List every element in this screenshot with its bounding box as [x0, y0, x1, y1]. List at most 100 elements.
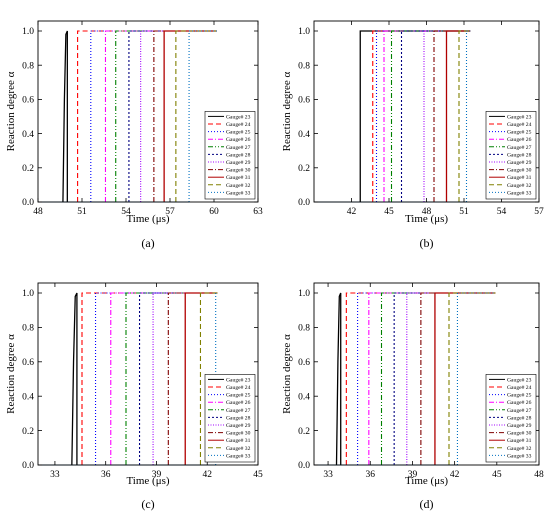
x-tick-label: 48: [422, 207, 432, 217]
series-line-33: [456, 292, 496, 465]
x-tick-label: 36: [366, 470, 376, 480]
y-axis-label: Reaction degree α: [5, 71, 17, 151]
series-line-24: [81, 292, 218, 465]
panel-label: (c): [141, 497, 154, 511]
legend-entry-label: Gauge# 33: [507, 453, 532, 459]
legend-box: [485, 111, 537, 200]
x-axis-label: Time (μs): [405, 475, 448, 487]
y-tick-label: 0.4: [22, 392, 34, 402]
x-tick-label: 51: [77, 207, 87, 217]
series-line-33: [188, 30, 217, 202]
legend-entry-label: Gauge# 32: [226, 183, 251, 189]
legend-entry-label: Gauge# 24: [226, 385, 251, 391]
plot-frame: [37, 20, 259, 203]
legend-box: [485, 374, 537, 463]
y-tick-label: 0.2: [22, 164, 34, 174]
legend-entry-label: Gauge# 23: [226, 377, 251, 383]
panel-label: (b): [420, 236, 434, 250]
series-line-26: [368, 292, 496, 465]
plot-frame: [37, 282, 259, 466]
series-line-24: [372, 30, 471, 202]
y-axis-label: Reaction degree α: [5, 334, 17, 414]
series-line-23: [62, 30, 68, 203]
legend-entry-label: Gauge# 26: [226, 137, 251, 143]
series-line-23: [335, 292, 342, 466]
series-line-24: [77, 30, 217, 202]
x-tick-label: 42: [202, 470, 212, 480]
series-line-31: [445, 30, 471, 202]
legend-entry-label: Gauge# 26: [507, 137, 532, 143]
y-tick-label: 0.0: [298, 461, 310, 471]
x-tick-label: 57: [534, 207, 544, 217]
panel-label: (a): [141, 236, 154, 250]
x-tick-label: 60: [209, 207, 219, 217]
legend-entry-label: Gauge# 26: [507, 400, 532, 406]
legend-entry-label: Gauge# 25: [226, 393, 251, 399]
y-tick-label: 0.2: [298, 164, 310, 174]
series-group: [38, 292, 218, 466]
legend-entry-label: Gauge# 30: [507, 168, 532, 174]
y-tick-label: 0.4: [298, 130, 310, 140]
series-line-27: [115, 30, 217, 202]
x-tick-label: 54: [121, 207, 131, 217]
series-line-23: [71, 292, 78, 466]
x-tick-label: 33: [323, 470, 333, 480]
series-line-32: [175, 30, 217, 202]
legend-entry-label: Gauge# 30: [226, 431, 251, 437]
x-tick-label: 36: [101, 470, 111, 480]
series-line-27: [380, 292, 496, 465]
x-tick-label: 45: [253, 470, 263, 480]
legend-entry-label: Gauge# 30: [226, 168, 251, 174]
y-tick-label: 0.4: [22, 130, 34, 140]
series-line-27: [125, 292, 218, 465]
series-line-29: [423, 30, 471, 202]
y-tick-label: 0.6: [22, 96, 34, 106]
chart-panel-b: 42 45 48 51 54 57 0.0 0.2 0.4 0.6 0.8 1.0 Time (μs) R…: [281, 20, 544, 250]
chart-panel-a: 48 51 54 57 60 63 0.0 0.2 0.4 0.6 0.8 1.0 Time (μs) R…: [5, 20, 263, 250]
legend-entry-label: Gauge# 32: [507, 183, 532, 189]
legend-entry-label: Gauge# 25: [226, 130, 251, 136]
series-line-28: [138, 292, 218, 465]
x-tick-label: 48: [534, 470, 544, 480]
series-line-25: [94, 292, 218, 465]
legend-entry-label: Gauge# 28: [507, 152, 532, 158]
legend-entry-label: Gauge# 27: [507, 145, 532, 151]
legend-entry-label: Gauge# 33: [507, 190, 532, 196]
series-line-33: [465, 30, 471, 202]
series-line-32: [199, 292, 218, 465]
y-tick-label: 0.6: [298, 96, 310, 106]
y-tick-label: 0.0: [22, 461, 34, 471]
legend-entry-label: Gauge# 29: [226, 160, 251, 166]
legend-entry-label: Gauge# 23: [226, 114, 251, 120]
chart-panel-d: 33 36 39 42 45 48 0.0 0.2 0.4 0.6 0.8 1.0 Time (μs) R…: [281, 282, 544, 511]
y-tick-label: 1.0: [22, 289, 34, 299]
y-tick-label: 0.4: [298, 392, 310, 402]
y-tick-label: 0.0: [22, 198, 34, 208]
x-tick-label: 42: [347, 207, 357, 217]
series-line-32: [458, 30, 471, 202]
x-tick-label: 57: [165, 207, 175, 217]
panel-label: (d): [420, 497, 434, 511]
legend-entry-label: Gauge# 25: [507, 393, 532, 399]
series-group: [314, 292, 496, 466]
x-axis-label: Time (μs): [405, 213, 448, 225]
y-tick-label: 0.8: [298, 324, 310, 334]
legend-entry-label: Gauge# 30: [507, 431, 532, 437]
legend-entry-label: Gauge# 29: [226, 423, 251, 429]
series-line-28: [393, 292, 496, 465]
legend-entry-label: Gauge# 28: [226, 152, 251, 158]
y-tick-label: 0.0: [298, 198, 310, 208]
y-tick-label: 0.2: [298, 427, 310, 437]
legend-entry-label: Gauge# 28: [507, 415, 532, 421]
series-line-26: [104, 30, 217, 202]
legend-entry-label: Gauge# 32: [507, 446, 532, 452]
legend-entry-label: Gauge# 27: [226, 408, 251, 414]
legend-box: [204, 374, 256, 463]
y-tick-label: 0.2: [22, 427, 34, 437]
series-line-26: [110, 292, 218, 465]
x-tick-label: 45: [492, 470, 502, 480]
